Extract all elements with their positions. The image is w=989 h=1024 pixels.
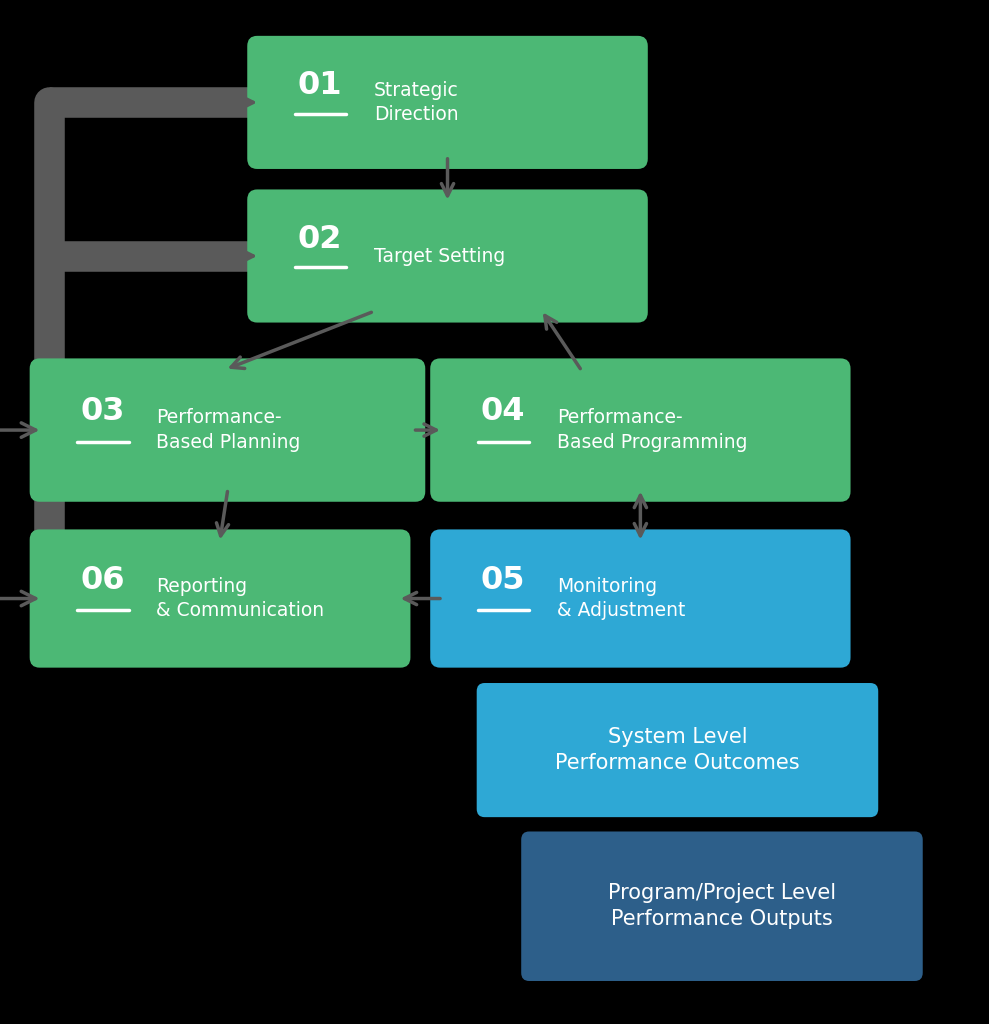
Text: Monitoring
& Adjustment: Monitoring & Adjustment [557, 577, 685, 621]
FancyBboxPatch shape [430, 529, 851, 668]
Text: 05: 05 [481, 565, 525, 596]
Text: 01: 01 [298, 70, 342, 101]
Text: System Level
Performance Outcomes: System Level Performance Outcomes [555, 727, 800, 773]
FancyBboxPatch shape [247, 189, 648, 323]
FancyBboxPatch shape [430, 358, 851, 502]
FancyBboxPatch shape [30, 529, 410, 668]
Text: Performance-
Based Programming: Performance- Based Programming [557, 409, 748, 452]
FancyBboxPatch shape [521, 831, 923, 981]
Text: Strategic
Direction: Strategic Direction [374, 81, 459, 124]
Text: 04: 04 [481, 396, 525, 427]
Text: 06: 06 [80, 565, 125, 596]
FancyBboxPatch shape [30, 358, 425, 502]
Text: Target Setting: Target Setting [374, 247, 505, 265]
FancyBboxPatch shape [247, 36, 648, 169]
Text: Reporting
& Communication: Reporting & Communication [156, 577, 324, 621]
Text: 02: 02 [298, 223, 342, 255]
Text: 03: 03 [80, 396, 125, 427]
Text: Program/Project Level
Performance Outputs: Program/Project Level Performance Output… [608, 883, 836, 930]
Text: Performance-
Based Planning: Performance- Based Planning [156, 409, 301, 452]
FancyBboxPatch shape [477, 683, 878, 817]
